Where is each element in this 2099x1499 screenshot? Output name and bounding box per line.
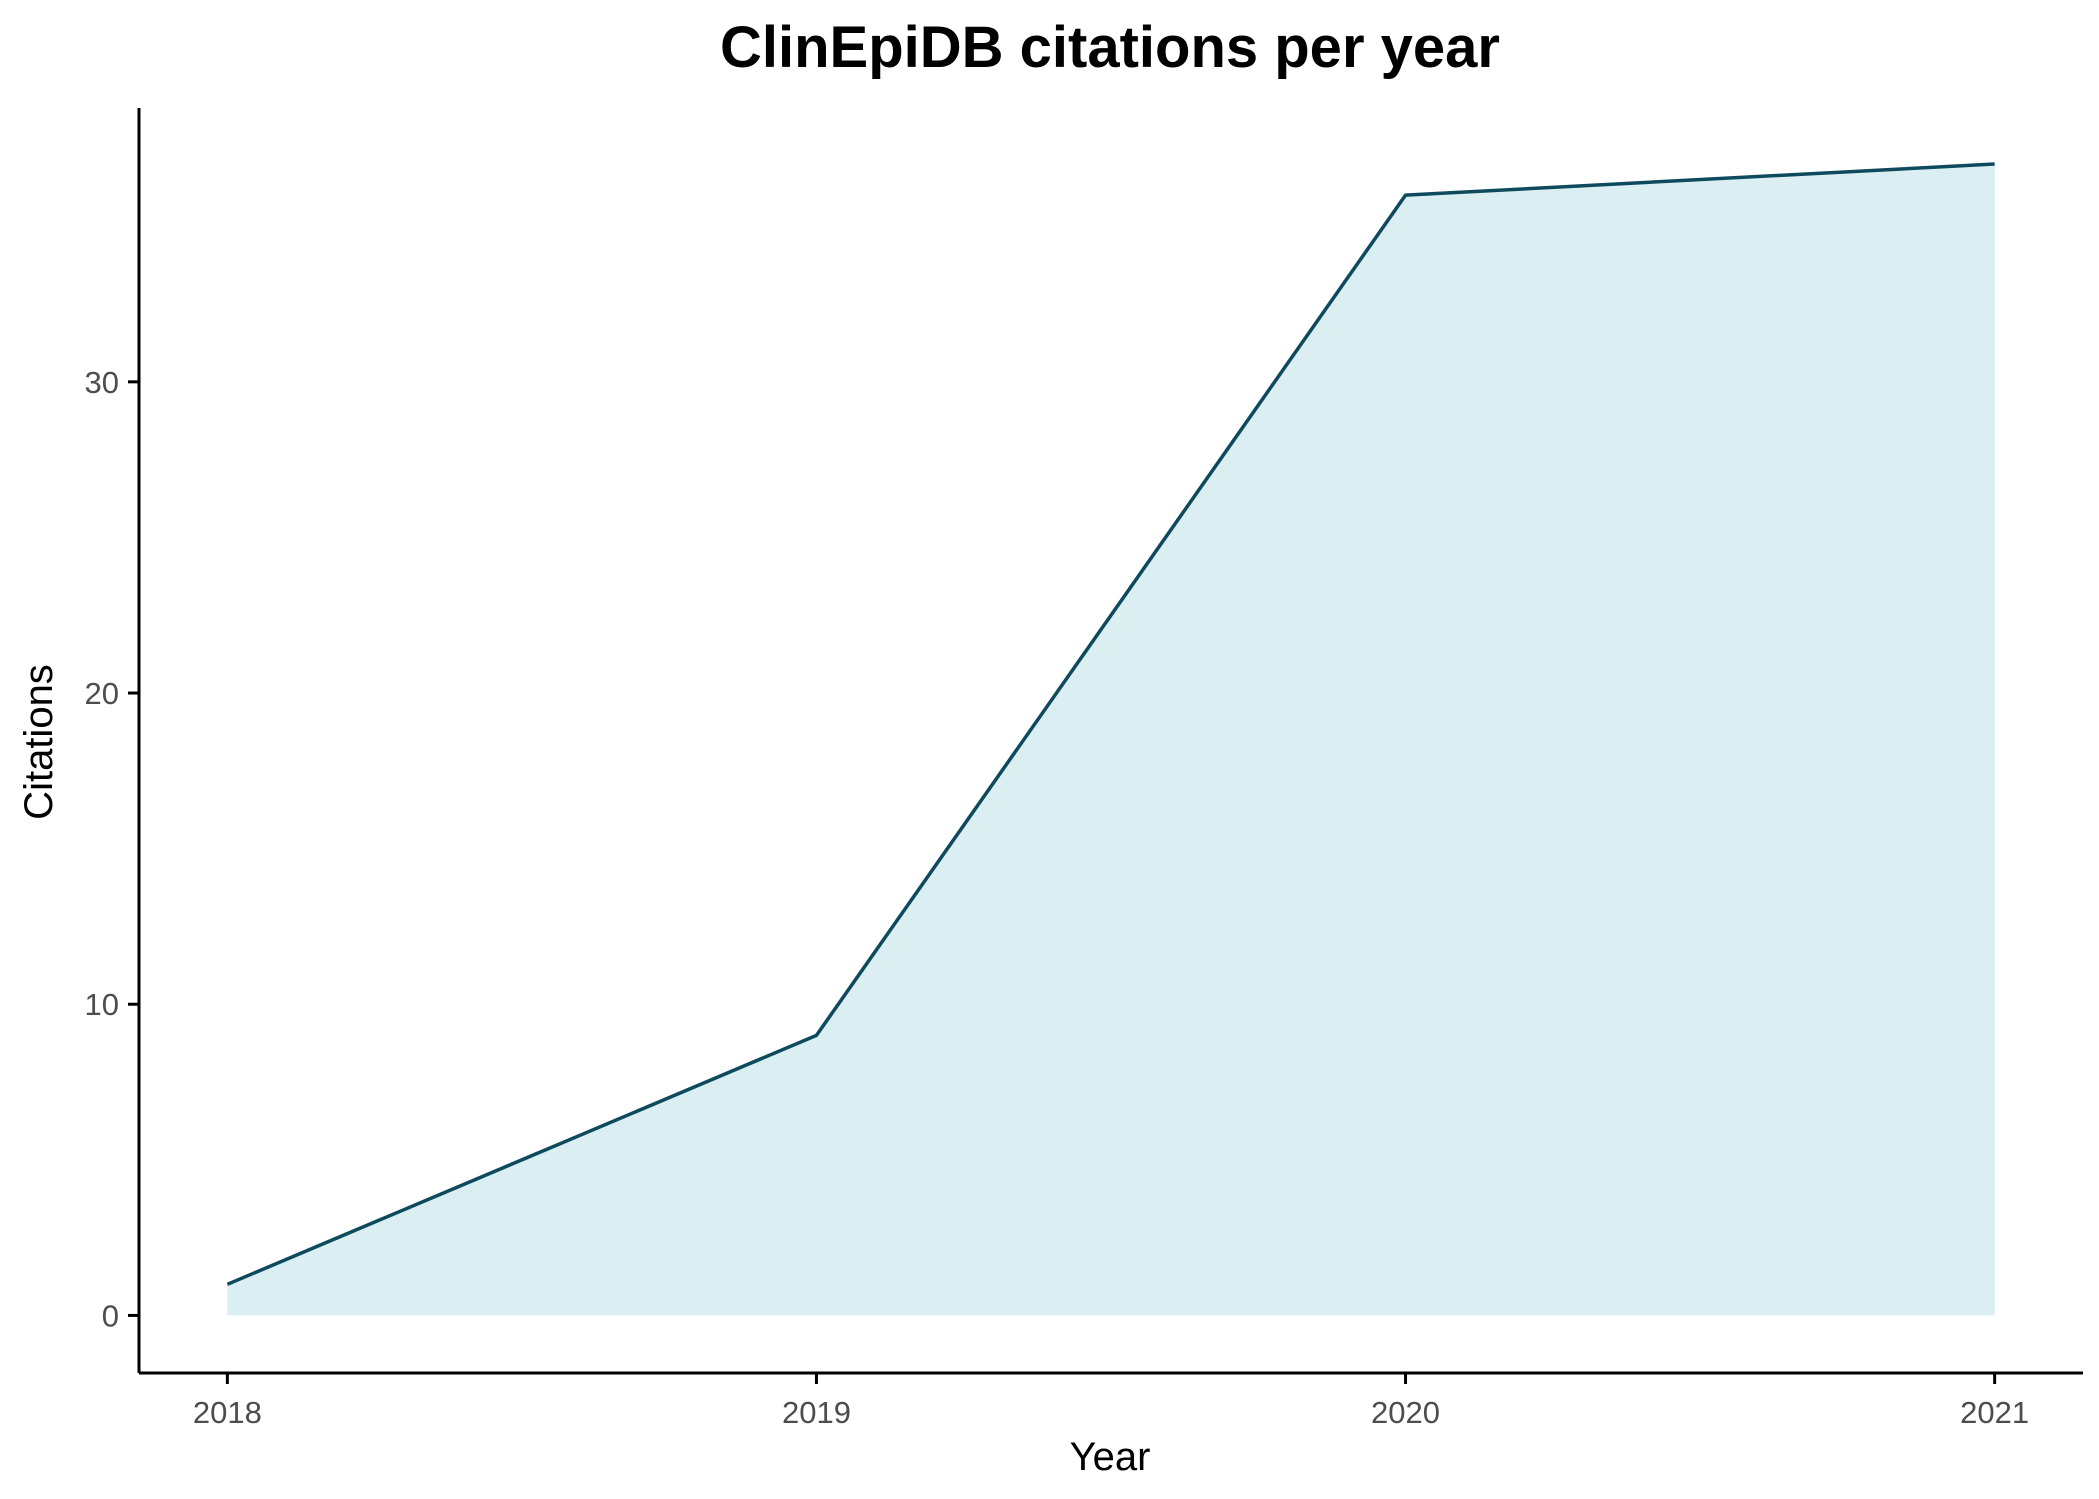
- x-axis-ticks: 2018 2019 2020 2021: [193, 1373, 2029, 1430]
- plot-area: [226, 162, 1995, 1316]
- x-axis-label: Year: [1070, 1435, 1151, 1479]
- y-tick-label-0: 0: [102, 1298, 119, 1333]
- series-line: [226, 162, 1995, 1286]
- x-tick-label-2019: 2019: [782, 1395, 851, 1430]
- x-tick-label-2018: 2018: [193, 1395, 262, 1430]
- y-tick-label-10: 10: [85, 987, 119, 1022]
- x-tick-label-2021: 2021: [1960, 1395, 2029, 1430]
- x-tick-label-2020: 2020: [1371, 1395, 1440, 1430]
- y-tick-label-30: 30: [85, 365, 119, 400]
- y-axis-ticks: 0 10 20 30: [85, 365, 139, 1333]
- series-area-fill: [227, 164, 1995, 1316]
- y-axis-label: Citations: [17, 664, 61, 820]
- y-tick-label-20: 20: [85, 676, 119, 711]
- chart-title: ClinEpiDB citations per year: [720, 15, 1500, 80]
